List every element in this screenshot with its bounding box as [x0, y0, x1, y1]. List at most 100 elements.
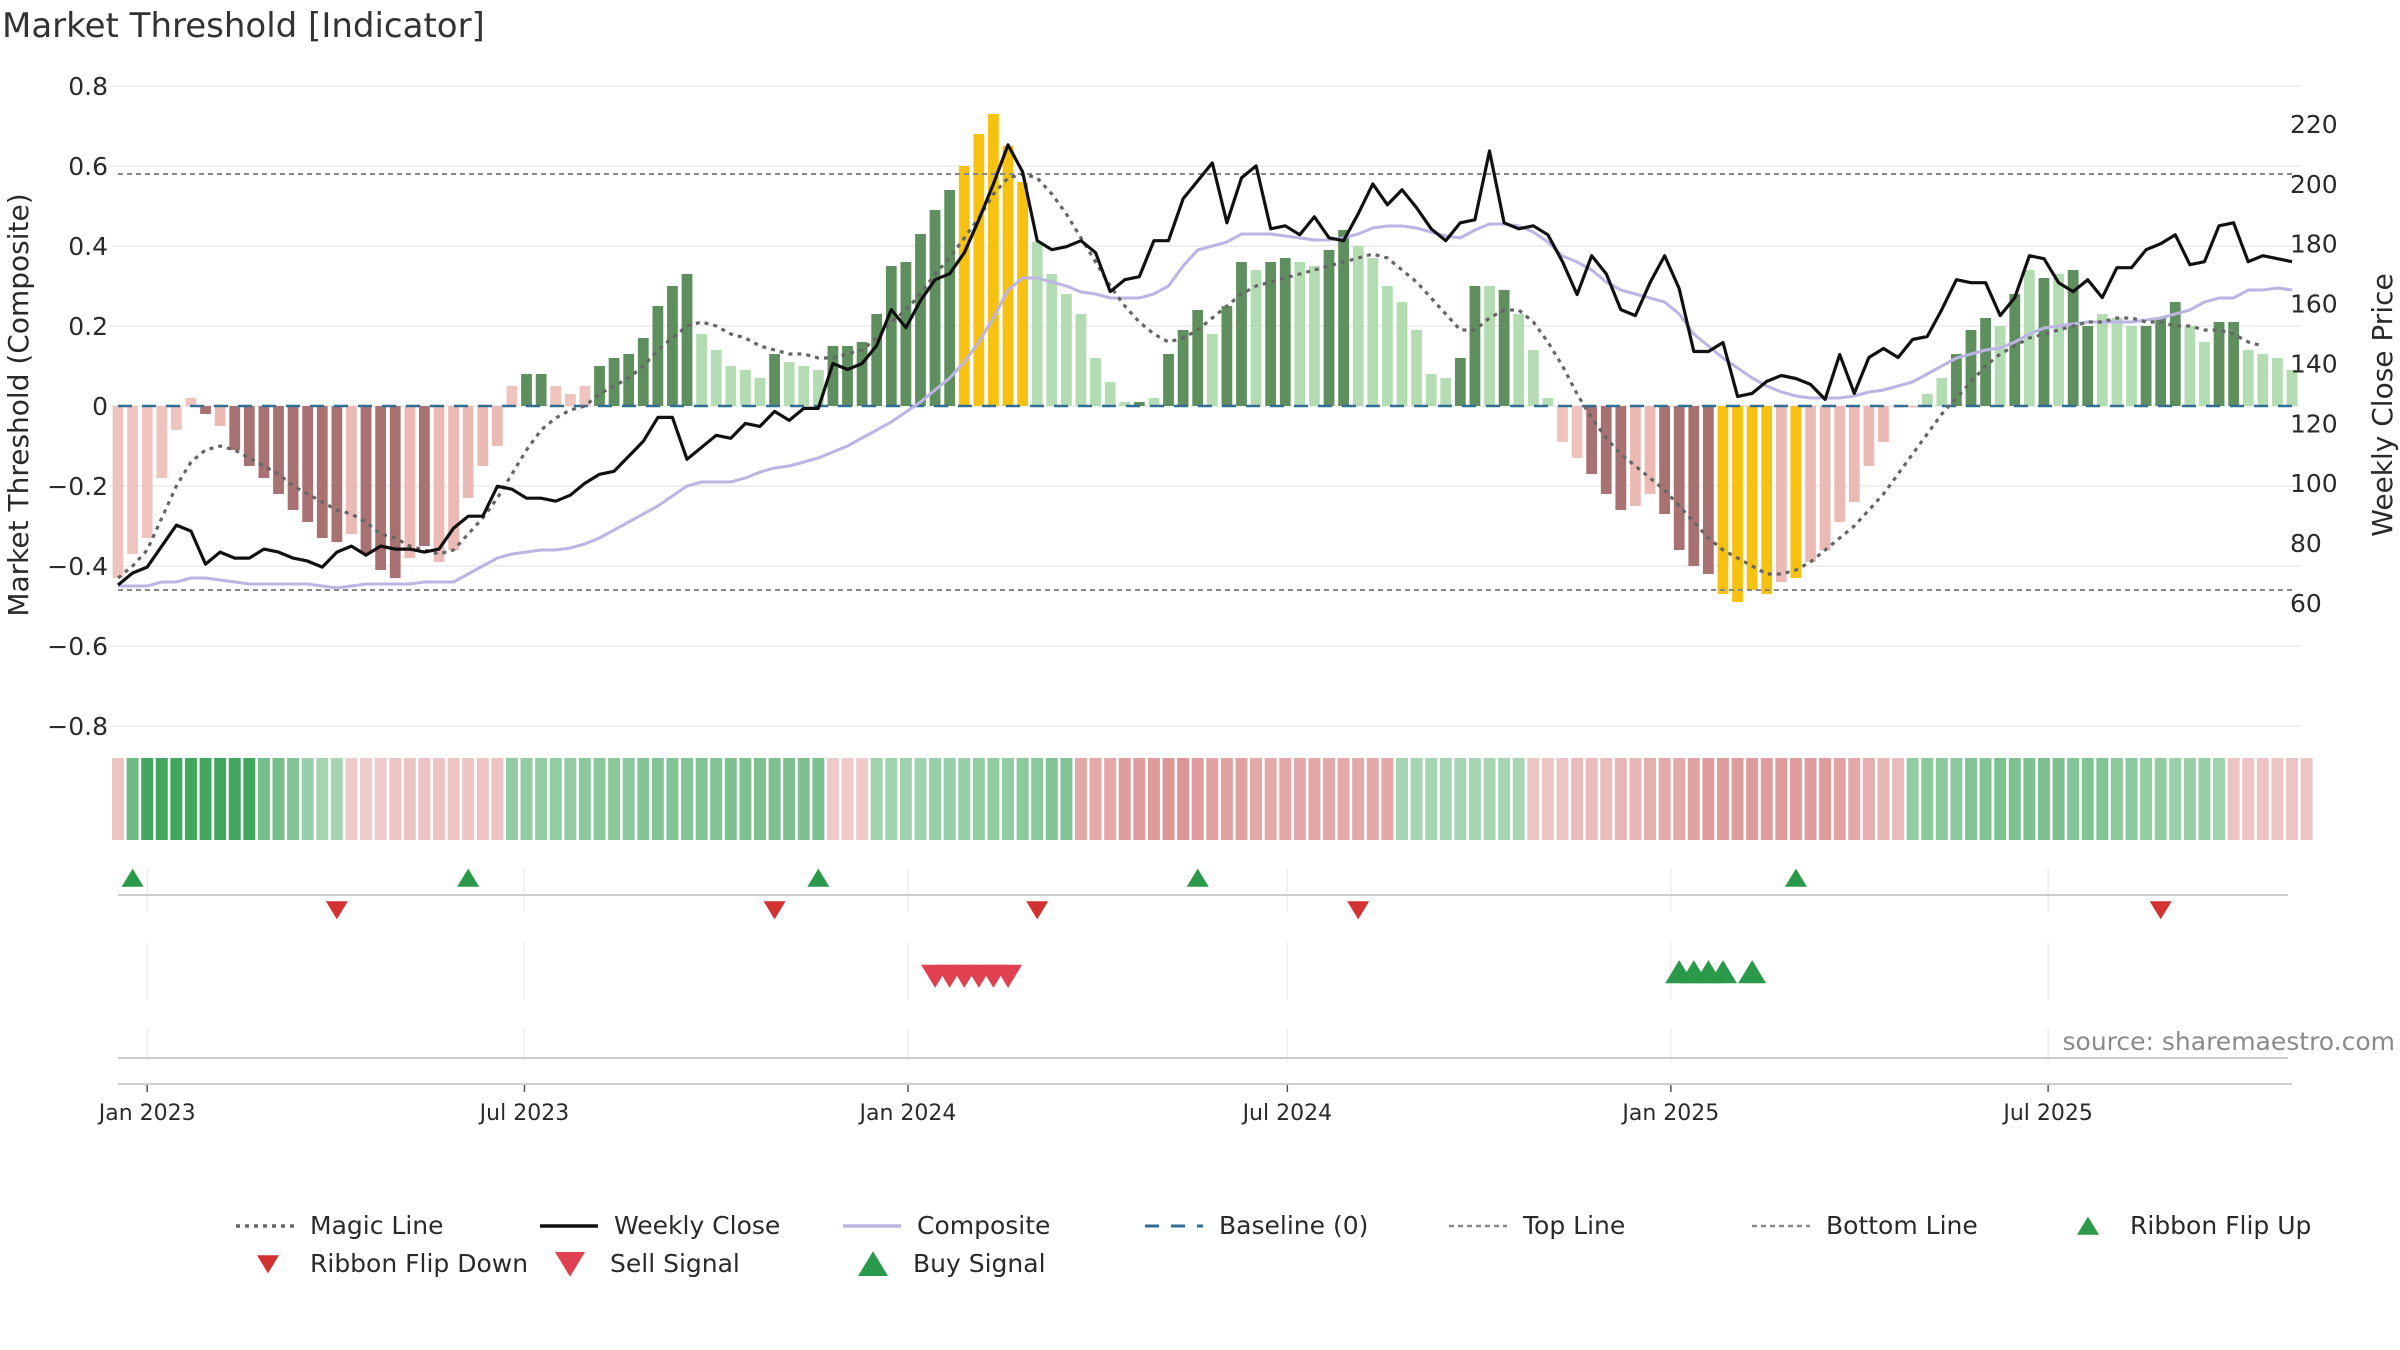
y-axis-right: 220 200 180 160 140 120 100 80 60: [2290, 110, 2338, 618]
ribbon-cell: [228, 758, 241, 840]
composite-bar: [1075, 314, 1087, 406]
ribbon-cell: [2096, 758, 2109, 840]
composite-bar: [1848, 406, 1860, 502]
composite-bar: [2140, 326, 2152, 406]
ribbon-cell: [1425, 758, 1438, 840]
ribbon-cell: [1950, 758, 1963, 840]
ribbon-cell: [403, 758, 416, 840]
composite-bar: [1878, 406, 1889, 442]
ribbon-cell: [1045, 758, 1058, 840]
ribbon-cell: [1206, 758, 1219, 840]
composite-bar: [1746, 406, 1758, 590]
ribbon-cell: [768, 758, 781, 840]
y2-tick-label: 220: [2290, 110, 2338, 139]
composite-bar: [1367, 258, 1379, 406]
ribbon-cell: [1994, 758, 2007, 840]
y2-axis-label: Weekly Close Price: [2366, 273, 2399, 536]
ribbon-flip-down-marker: [325, 901, 348, 920]
ribbon-cell: [1074, 758, 1087, 840]
legend-item: Bottom Line: [1752, 1211, 1978, 1240]
y-axis-left: 0.8 0.6 0.4 0.2 0 −0.2 −0.4 −0.6 −0.8: [47, 72, 108, 741]
ribbon-cell: [2169, 758, 2182, 840]
ribbon-cell: [870, 758, 883, 840]
ribbon-flip-up-marker: [457, 868, 480, 887]
composite-bar: [564, 394, 576, 406]
ribbon-cell: [257, 758, 270, 840]
y-tick-label: 0: [92, 392, 108, 421]
ribbon-cell: [739, 758, 752, 840]
composite-bar: [637, 338, 649, 406]
ribbon-cell: [1147, 758, 1160, 840]
ribbon-cell: [651, 758, 664, 840]
ribbon-cell: [1133, 758, 1146, 840]
composite-bar: [448, 406, 459, 550]
composite-bar: [1600, 406, 1612, 494]
ribbon-cell: [520, 758, 533, 840]
composite-bar: [1586, 406, 1598, 474]
ribbon-cell: [1060, 758, 1073, 840]
composite-bar: [302, 406, 314, 522]
ribbon-cell: [1644, 758, 1656, 840]
ribbon-cell: [812, 758, 825, 840]
ribbon-cell: [1118, 758, 1131, 840]
composite-bar: [798, 366, 810, 406]
ribbon-cell: [1862, 758, 1875, 840]
composite-bar: [623, 354, 635, 406]
composite-bar: [783, 362, 795, 406]
composite-bar: [1060, 294, 1072, 406]
ribbon-cell: [1614, 758, 1627, 840]
composite-bar: [360, 406, 372, 554]
composite-bar: [229, 406, 241, 450]
composite-bar: [2038, 278, 2050, 406]
ribbon-cell: [330, 758, 343, 840]
composite-bar: [2009, 294, 2021, 406]
ribbon-cell: [2300, 758, 2313, 840]
composite-bar: [1615, 406, 1627, 510]
composite-bar: [2228, 322, 2240, 406]
ribbon-cell: [2037, 758, 2050, 840]
composite-bar: [1396, 302, 1408, 406]
x-tick-label: Jan 2025: [1620, 1101, 1719, 1126]
ribbon-cell: [724, 758, 737, 840]
composite-bar: [739, 370, 751, 406]
legend-item: Weekly Close: [540, 1211, 780, 1240]
ribbon-cell: [972, 758, 985, 840]
ribbon-cell: [360, 758, 373, 840]
composite-bar: [667, 286, 678, 406]
legend-label: Composite: [917, 1211, 1050, 1240]
ribbon-cell: [1498, 758, 1511, 840]
legend-item: Composite: [843, 1211, 1050, 1240]
composite-bar: [2126, 326, 2137, 406]
composite-bars: [112, 114, 2298, 602]
composite-bar: [652, 306, 664, 406]
composite-bar: [1177, 330, 1189, 406]
y2-tick-label: 160: [2290, 290, 2338, 319]
x-axis: Jan 2023 Jul 2023 Jan 2024 Jul 2024 Jan 2025…: [97, 1083, 2292, 1126]
ribbon-cell: [447, 758, 460, 840]
composite-bar: [1644, 406, 1656, 494]
ribbon-cell: [272, 758, 285, 840]
ribbon-cell: [214, 758, 227, 840]
ribbon-cell: [345, 758, 358, 840]
legend: Magic Line Weekly Close Composite Baseline …: [236, 1211, 2311, 1278]
composite-bar: [185, 398, 197, 406]
ribbon-cell: [301, 758, 314, 840]
ribbon-cell: [841, 758, 854, 840]
composite-bar: [1936, 378, 1948, 406]
composite-bar: [958, 166, 970, 406]
ribbon-cell: [2023, 758, 2036, 840]
legend-item: Ribbon Flip Up: [2077, 1211, 2311, 1240]
ribbon-cell: [1760, 758, 1773, 840]
composite-bar: [1498, 290, 1510, 406]
ribbon-cell: [885, 758, 898, 840]
ribbon-cell: [1979, 758, 1992, 840]
source-note: source: sharemaestro.com: [2063, 1027, 2396, 1056]
composite-bar: [1688, 406, 1700, 566]
y2-tick-label: 180: [2290, 230, 2338, 259]
ribbon-cell: [2242, 758, 2255, 840]
x-tick-label: Jul 2023: [478, 1101, 570, 1126]
ribbon-cell: [1308, 758, 1321, 840]
ribbon-cell: [1819, 758, 1832, 840]
legend-swatch: [2077, 1216, 2099, 1235]
composite-bar: [2272, 358, 2283, 406]
